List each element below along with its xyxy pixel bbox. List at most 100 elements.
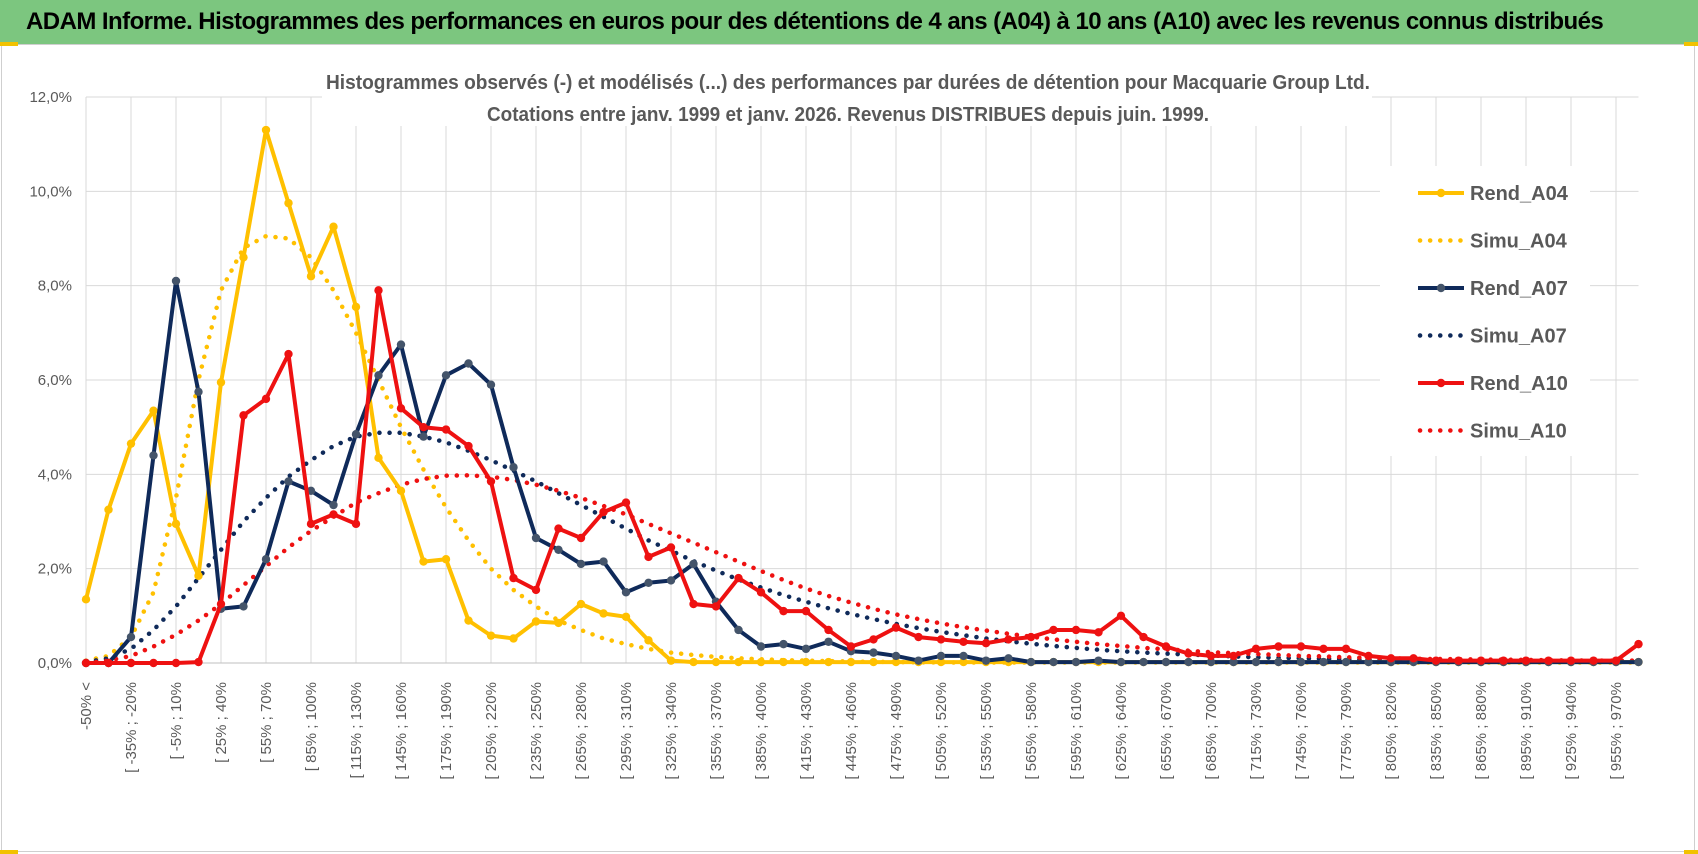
x-tick-label: [ 805% ; 820% bbox=[1383, 682, 1400, 780]
x-tick-label: [ 205% ; 220% bbox=[483, 682, 500, 780]
data-point bbox=[801, 657, 811, 667]
data-point bbox=[1454, 656, 1463, 665]
data-point bbox=[936, 635, 946, 644]
data-point bbox=[126, 658, 136, 668]
chart-title: Histogrammes observés (-) et modélisés (… bbox=[326, 72, 1370, 94]
data-point bbox=[891, 623, 901, 632]
data-point bbox=[284, 198, 293, 208]
x-tick-label: [ 955% ; 970% bbox=[1608, 682, 1625, 780]
corner-mark-bottom-right bbox=[1684, 850, 1698, 854]
data-point bbox=[621, 612, 631, 621]
data-point bbox=[464, 616, 473, 625]
legend-label-simu-a10: Simu_A10 bbox=[1470, 421, 1567, 443]
y-tick-label: 8,0% bbox=[38, 278, 72, 295]
y-tick-label: 12,0% bbox=[29, 89, 72, 106]
data-point bbox=[801, 644, 811, 654]
data-point bbox=[261, 125, 271, 135]
data-point bbox=[666, 656, 676, 665]
data-point bbox=[419, 557, 428, 566]
data-point bbox=[1409, 654, 1418, 663]
legend-marker-rend-a10 bbox=[1436, 378, 1446, 388]
data-point bbox=[1026, 657, 1036, 667]
data-point bbox=[779, 657, 788, 667]
data-point bbox=[1589, 656, 1598, 665]
data-point bbox=[599, 507, 608, 517]
data-point bbox=[531, 585, 541, 595]
data-point bbox=[441, 371, 451, 380]
data-point bbox=[1094, 628, 1103, 637]
corner-mark-bottom-left bbox=[0, 850, 18, 854]
data-point bbox=[464, 441, 473, 451]
x-tick-label: [ 235% ; 250% bbox=[528, 682, 545, 780]
page-title: ADAM Informe. Histogrammes des performan… bbox=[26, 8, 1604, 35]
x-axis: -50% < [ -35% ; -20% [ -5% ; 10% [ 25% ; 40… bbox=[78, 682, 1625, 780]
legend-marker-rend-a04 bbox=[1436, 188, 1446, 198]
data-point bbox=[554, 524, 563, 533]
data-point bbox=[194, 387, 203, 396]
x-tick-label: [ 835% ; 850% bbox=[1428, 682, 1445, 780]
data-point bbox=[1004, 635, 1013, 644]
x-tick-label: [ 925% ; 940% bbox=[1563, 682, 1580, 780]
data-point bbox=[149, 658, 158, 668]
legend: Rend_A04 Simu_A04 Rend_A07 Simu_A07 Rend_A10… bbox=[1380, 166, 1590, 456]
data-point bbox=[576, 599, 586, 609]
data-point bbox=[351, 519, 361, 529]
data-point bbox=[396, 486, 406, 496]
data-point bbox=[464, 359, 473, 368]
data-point bbox=[1139, 632, 1148, 642]
data-point bbox=[81, 595, 91, 604]
series-line-rend-a07 bbox=[84, 279, 1641, 665]
data-point bbox=[621, 588, 631, 597]
corner-mark-top-left bbox=[0, 42, 18, 46]
data-point bbox=[1206, 657, 1216, 667]
x-tick-label: [ 85% ; 100% bbox=[303, 682, 320, 771]
data-point bbox=[509, 463, 518, 472]
data-point bbox=[1296, 657, 1306, 667]
data-point bbox=[959, 657, 968, 667]
x-tick-label: [ 295% ; 310% bbox=[618, 682, 635, 780]
data-point bbox=[216, 378, 226, 387]
data-point bbox=[1161, 642, 1171, 651]
series-line-rend-a10 bbox=[84, 288, 1641, 665]
data-point bbox=[239, 411, 248, 420]
data-point bbox=[824, 625, 833, 635]
legend-label-rend-a04: Rend_A04 bbox=[1470, 183, 1569, 205]
legend-label-rend-a10: Rend_A10 bbox=[1470, 373, 1568, 395]
data-point bbox=[81, 658, 91, 668]
data-point bbox=[1116, 611, 1126, 621]
data-point bbox=[1184, 657, 1193, 667]
data-point bbox=[824, 657, 833, 667]
x-tick-label: [ 715% ; 730% bbox=[1248, 682, 1265, 780]
data-point bbox=[1319, 644, 1328, 654]
data-point bbox=[756, 588, 766, 597]
data-point bbox=[1499, 656, 1508, 665]
series-lines bbox=[81, 125, 1643, 668]
x-tick-label: [ 415% ; 430% bbox=[798, 682, 815, 780]
data-point bbox=[644, 636, 653, 645]
data-point bbox=[689, 657, 698, 667]
data-point bbox=[1049, 625, 1058, 635]
data-point bbox=[1184, 649, 1193, 658]
data-point bbox=[1071, 625, 1081, 635]
data-point bbox=[779, 606, 788, 616]
data-point bbox=[486, 477, 496, 486]
data-point bbox=[734, 573, 743, 583]
data-point bbox=[194, 571, 203, 580]
data-point bbox=[261, 394, 271, 404]
data-point bbox=[981, 638, 991, 648]
corner-mark-top-right bbox=[1684, 42, 1698, 46]
data-point bbox=[1364, 657, 1373, 667]
data-point bbox=[1341, 644, 1351, 654]
legend-label-simu-a07: Simu_A07 bbox=[1470, 326, 1567, 348]
data-point bbox=[1049, 657, 1058, 667]
data-point bbox=[1476, 656, 1486, 665]
x-tick-label: [ 505% ; 520% bbox=[933, 682, 950, 780]
data-point bbox=[396, 404, 406, 413]
data-point bbox=[711, 657, 721, 667]
data-point bbox=[666, 543, 676, 552]
data-point bbox=[1274, 642, 1283, 651]
x-tick-label: [ 775% ; 790% bbox=[1338, 682, 1355, 780]
data-point bbox=[149, 451, 158, 460]
data-point bbox=[1431, 656, 1441, 665]
